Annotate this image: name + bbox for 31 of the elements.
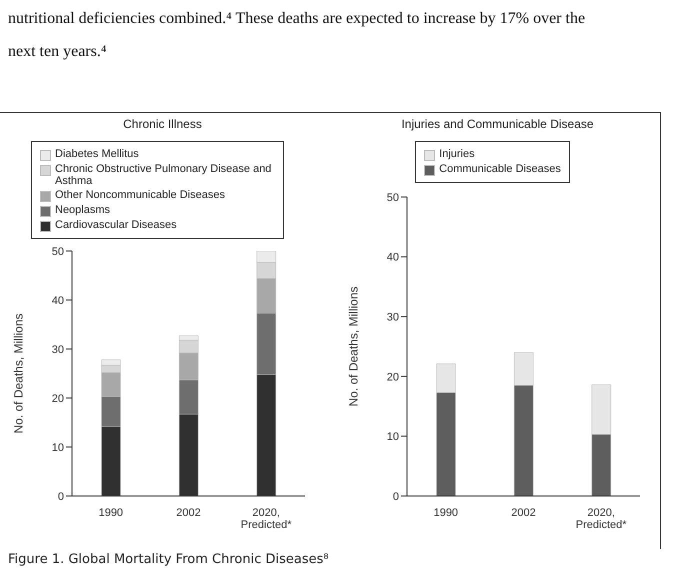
y-tick-label: 20 bbox=[52, 392, 64, 405]
x-tick-label: 2020, Predicted* bbox=[576, 507, 628, 531]
y-tick-label: 30 bbox=[52, 344, 64, 356]
legend-label: Injuries bbox=[439, 148, 475, 160]
legend-label: Neoplasms bbox=[55, 204, 110, 216]
chart-title: Chronic Illness bbox=[122, 117, 203, 133]
y-tick-label: 40 bbox=[386, 252, 399, 264]
y-tick-label: 10 bbox=[386, 431, 399, 444]
x-tick-label: 1990 bbox=[98, 507, 124, 519]
y-tick-label: 50 bbox=[386, 192, 399, 204]
y-tick-label: 40 bbox=[52, 294, 64, 307]
legend-label: Other Noncommunicable Diseases bbox=[55, 189, 225, 201]
x-tick-label: 2002 bbox=[176, 507, 201, 519]
chart-title: Injuries and Communicable Disease bbox=[400, 117, 595, 133]
legend-label: Diabetes Mellitus bbox=[55, 148, 139, 160]
y-tick-label: 20 bbox=[386, 371, 399, 384]
x-tick-label: 1990 bbox=[434, 507, 458, 519]
x-tick-label: 2020, Predicted* bbox=[240, 507, 292, 531]
y-tick-label: 0 bbox=[58, 490, 64, 503]
legend-label: Cardiovascular Diseases bbox=[55, 219, 177, 231]
y-axis-title: No. of Deaths, Millions bbox=[11, 313, 26, 434]
legend-label: Communicable Diseases bbox=[439, 163, 561, 175]
x-tick-label: 2002 bbox=[511, 507, 536, 519]
y-tick-label: 0 bbox=[392, 490, 399, 503]
y-tick-label: 50 bbox=[52, 246, 64, 258]
y-tick-label: 30 bbox=[386, 312, 399, 324]
legend-label: Chronic Obstructive Pulmonary Disease and Asthma bbox=[55, 163, 272, 187]
y-axis-title: No. of Deaths, Millions bbox=[346, 286, 360, 407]
y-tick-label: 10 bbox=[52, 442, 64, 454]
text: nutritional deficiencies combined.⁴ These deaths are expected to increase by 17% over the next ten years.⁴ bbox=[8, 9, 586, 62]
caption: Figure 1. Global Mortality From Chronic Diseases⁸ bbox=[8, 552, 329, 567]
